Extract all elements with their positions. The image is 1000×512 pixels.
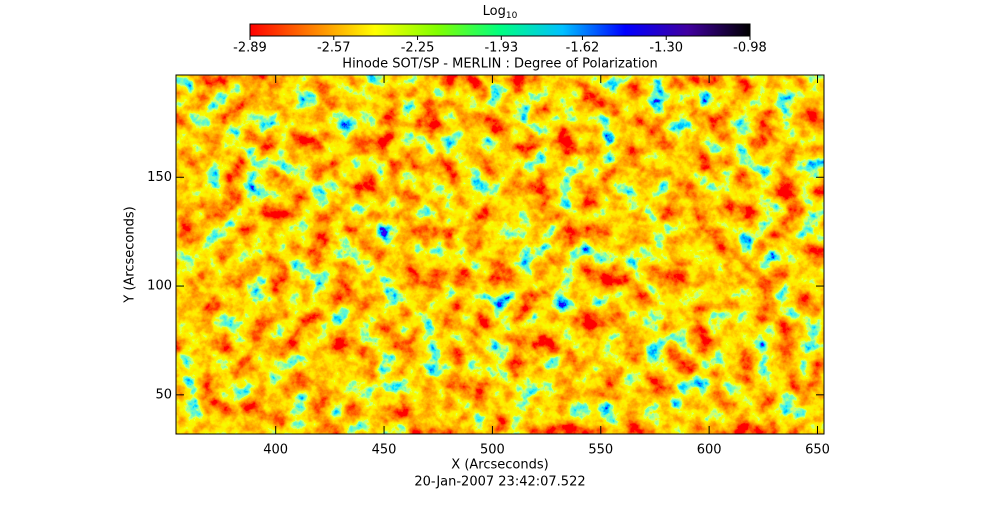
x-tick-label: 500 — [480, 443, 505, 458]
y-tick-label: 100 — [147, 279, 172, 294]
colorbar-tick-label: -1.30 — [649, 41, 683, 56]
y-tick-label: 150 — [147, 170, 172, 185]
x-tick-label: 650 — [805, 443, 830, 458]
chart-title: Hinode SOT/SP - MERLIN : Degree of Polar… — [342, 57, 657, 72]
x-tick-label: 600 — [697, 443, 722, 458]
x-tick-label: 400 — [263, 443, 288, 458]
colorbar-label-text: Log — [483, 4, 506, 19]
y-axis-label: Y (Arcseconds) — [123, 206, 138, 303]
colorbar-tick-label: -1.93 — [484, 41, 518, 56]
colorbar-tick-label: -2.25 — [401, 41, 435, 56]
colorbar — [249, 23, 751, 37]
x-tick-label: 450 — [372, 443, 397, 458]
x-axis-label: X (Arcseconds) — [451, 458, 548, 473]
colorbar-label: Log10 — [483, 4, 518, 21]
heatmap-image — [176, 75, 824, 434]
footer-date: 20-Jan-2007 23:42:07.522 — [414, 475, 585, 490]
colorbar-tick-label: -1.62 — [566, 41, 600, 56]
colorbar-tick-label: -0.98 — [733, 41, 767, 56]
plot-frame — [175, 74, 825, 435]
colorbar-label-subscript: 10 — [506, 11, 518, 21]
x-tick-label: 550 — [588, 443, 613, 458]
colorbar-tick-label: -2.89 — [233, 41, 267, 56]
colorbar-tick-label: -2.57 — [317, 41, 351, 56]
y-tick-label: 50 — [155, 387, 172, 402]
